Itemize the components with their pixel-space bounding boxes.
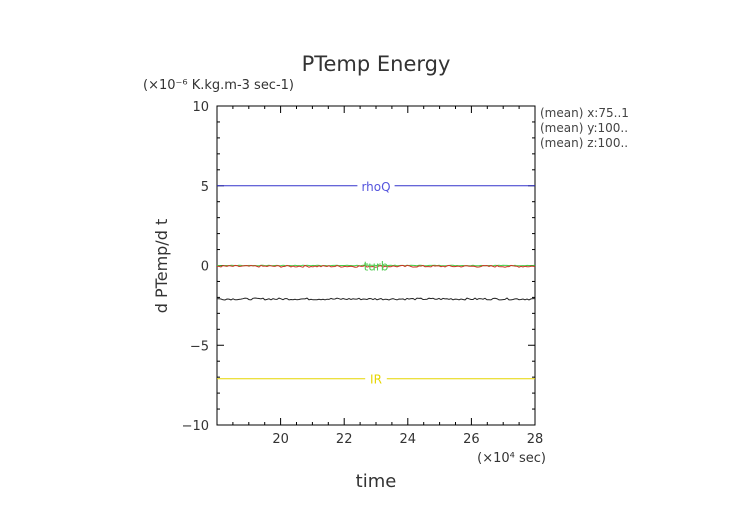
series-layer	[216, 185, 536, 380]
axis-ticks: 20 22 24 26 28 10 5 0 −5 −10	[182, 100, 544, 447]
series-label-rhoQ: rhoQ	[361, 180, 390, 194]
y-axis-label: d PTemp/d t	[152, 219, 171, 313]
y-tick-label: 10	[192, 100, 209, 115]
x-tick-label: 26	[463, 432, 480, 447]
x-axis-label: time	[356, 471, 397, 492]
x-tick-label: 22	[336, 432, 353, 447]
x-unit-label: (×10⁴ sec)	[477, 451, 546, 466]
series-label-bg	[357, 179, 395, 192]
x-tick-label: 24	[400, 432, 417, 447]
x-tick-label: 20	[272, 432, 289, 447]
series-label-bg	[365, 372, 387, 385]
x-tick-label: 28	[527, 432, 544, 447]
series-label-turb: turb	[364, 260, 389, 274]
y-tick-label: −5	[190, 339, 209, 354]
series-labels: rhoQ turb IR	[357, 179, 395, 387]
series-line-unnamed-3	[216, 297, 535, 301]
series-line-unnamed-2	[216, 264, 536, 268]
unit-label: (×10⁻⁶ K.kg.m-3 sec-1)	[143, 78, 294, 93]
mean-annotation: (mean) y:100..	[540, 121, 628, 135]
y-tick-label: 0	[201, 260, 209, 275]
y-tick-label: −10	[182, 419, 209, 434]
mean-annotation: (mean) x:75..1	[540, 106, 629, 120]
chart-title: PTemp Energy	[302, 52, 451, 76]
mean-annotation: (mean) z:100..	[540, 136, 628, 150]
series-label-IR: IR	[370, 373, 382, 387]
annotations: (mean) x:75..1(mean) y:100..(mean) z:100…	[540, 106, 629, 150]
y-tick-label: 5	[201, 180, 209, 195]
